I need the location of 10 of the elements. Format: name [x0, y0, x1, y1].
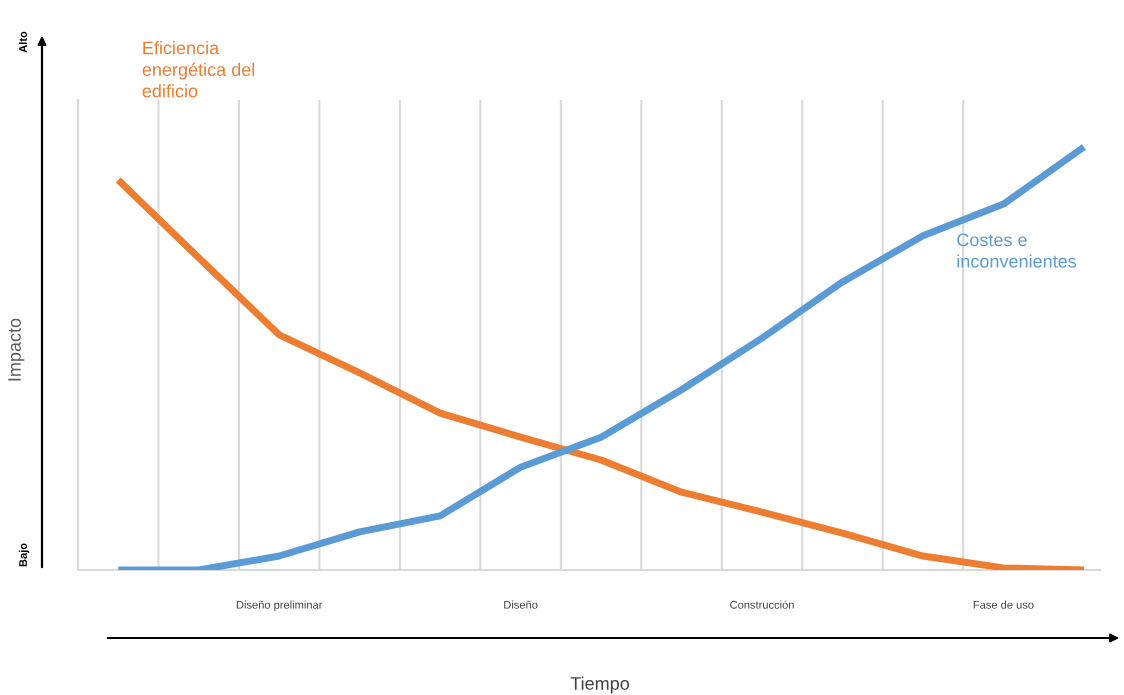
x-axis-title: Tiempo: [570, 676, 630, 694]
text: Bajo: [18, 543, 30, 567]
x-tick-label: Diseño preliminar: [236, 600, 323, 611]
x-tick-label: Diseño: [504, 600, 538, 609]
y-axis-title: Impacto: [8, 318, 25, 381]
x-tick-label: Fase de uso: [973, 600, 1034, 609]
series-label: Costes e inconvenientes: [957, 233, 1077, 268]
text: Eficiencia energética del edificio: [142, 41, 255, 98]
x-tick-label: Construcción: [730, 600, 794, 609]
text: Alto: [18, 31, 27, 53]
